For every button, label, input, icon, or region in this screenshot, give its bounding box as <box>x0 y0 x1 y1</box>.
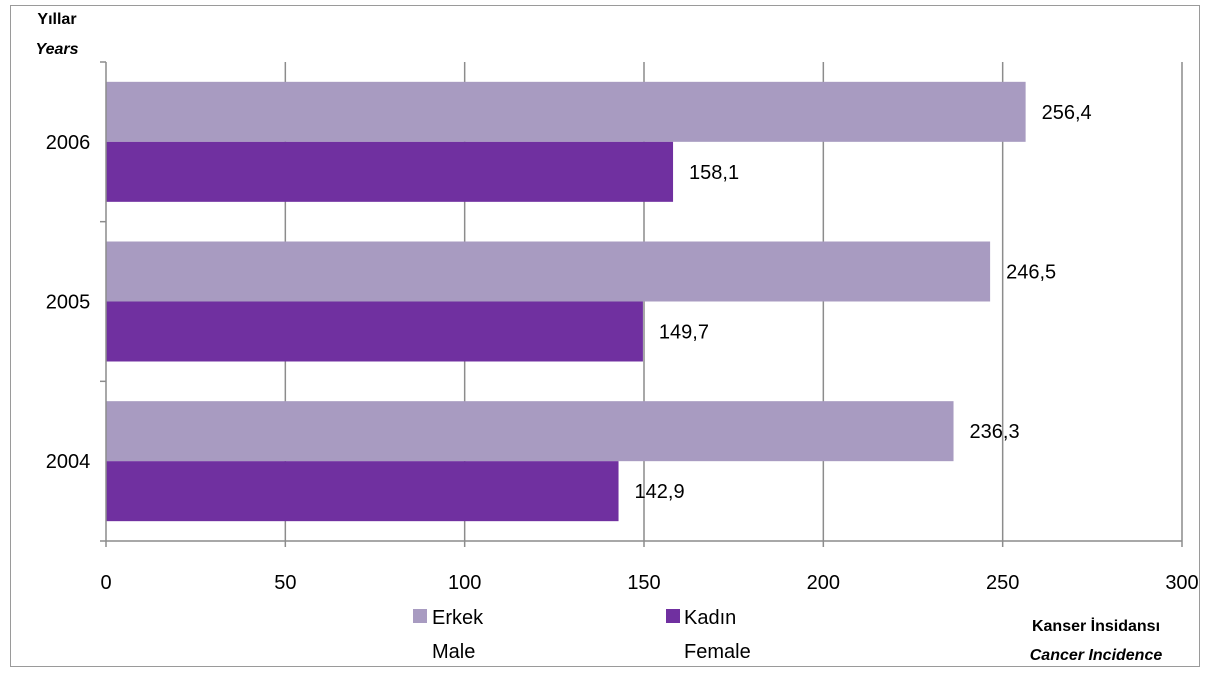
bar-male-2006 <box>106 81 1026 142</box>
legend: Erkek Male Kadın Female <box>413 607 751 663</box>
legend-label-female: Female <box>684 641 751 663</box>
bars <box>106 81 1026 522</box>
legend-label-erkek: Erkek <box>432 607 484 629</box>
legend-swatch-kadin <box>666 609 680 623</box>
y-tick-label: 2004 <box>46 451 91 473</box>
y-axis-title: Yıllar <box>37 11 76 28</box>
data-label: 158,1 <box>689 162 739 184</box>
bar-female-2005 <box>106 301 643 362</box>
legend-swatch-erkek <box>413 609 427 623</box>
x-tick-label: 50 <box>274 572 296 594</box>
bar-male-2005 <box>106 241 991 302</box>
data-label: 149,7 <box>659 322 709 344</box>
x-tick-label: 150 <box>627 572 660 594</box>
legend-label-kadin: Kadın <box>684 607 736 629</box>
bar-female-2006 <box>106 141 674 202</box>
data-label: 256,4 <box>1042 102 1092 124</box>
y-tick-label: 2006 <box>46 132 91 154</box>
data-labels: 236,3 142,9 246,5 149,7 256,4 158,1 <box>635 102 1092 503</box>
x-tick-label: 0 <box>100 572 111 594</box>
bar-female-2004 <box>106 461 619 522</box>
x-axis-title: Kanser İnsidansı <box>1032 617 1160 635</box>
data-label: 246,5 <box>1006 262 1056 284</box>
bar-male-2004 <box>106 401 954 462</box>
x-tick-label: 250 <box>986 572 1019 594</box>
legend-label-male: Male <box>432 641 475 663</box>
data-label: 236,3 <box>970 421 1020 443</box>
data-label: 142,9 <box>635 481 685 503</box>
y-axis-title-en: Years <box>36 41 79 58</box>
x-axis-title-en: Cancer Incidence <box>1030 647 1163 664</box>
x-tick-label: 300 <box>1165 572 1198 594</box>
axes: 0 50 100 150 200 250 300 2004 2005 2006 <box>46 61 1199 594</box>
x-tick-label: 200 <box>807 572 840 594</box>
y-tick-label: 2005 <box>46 292 91 314</box>
x-tick-label: 100 <box>448 572 481 594</box>
